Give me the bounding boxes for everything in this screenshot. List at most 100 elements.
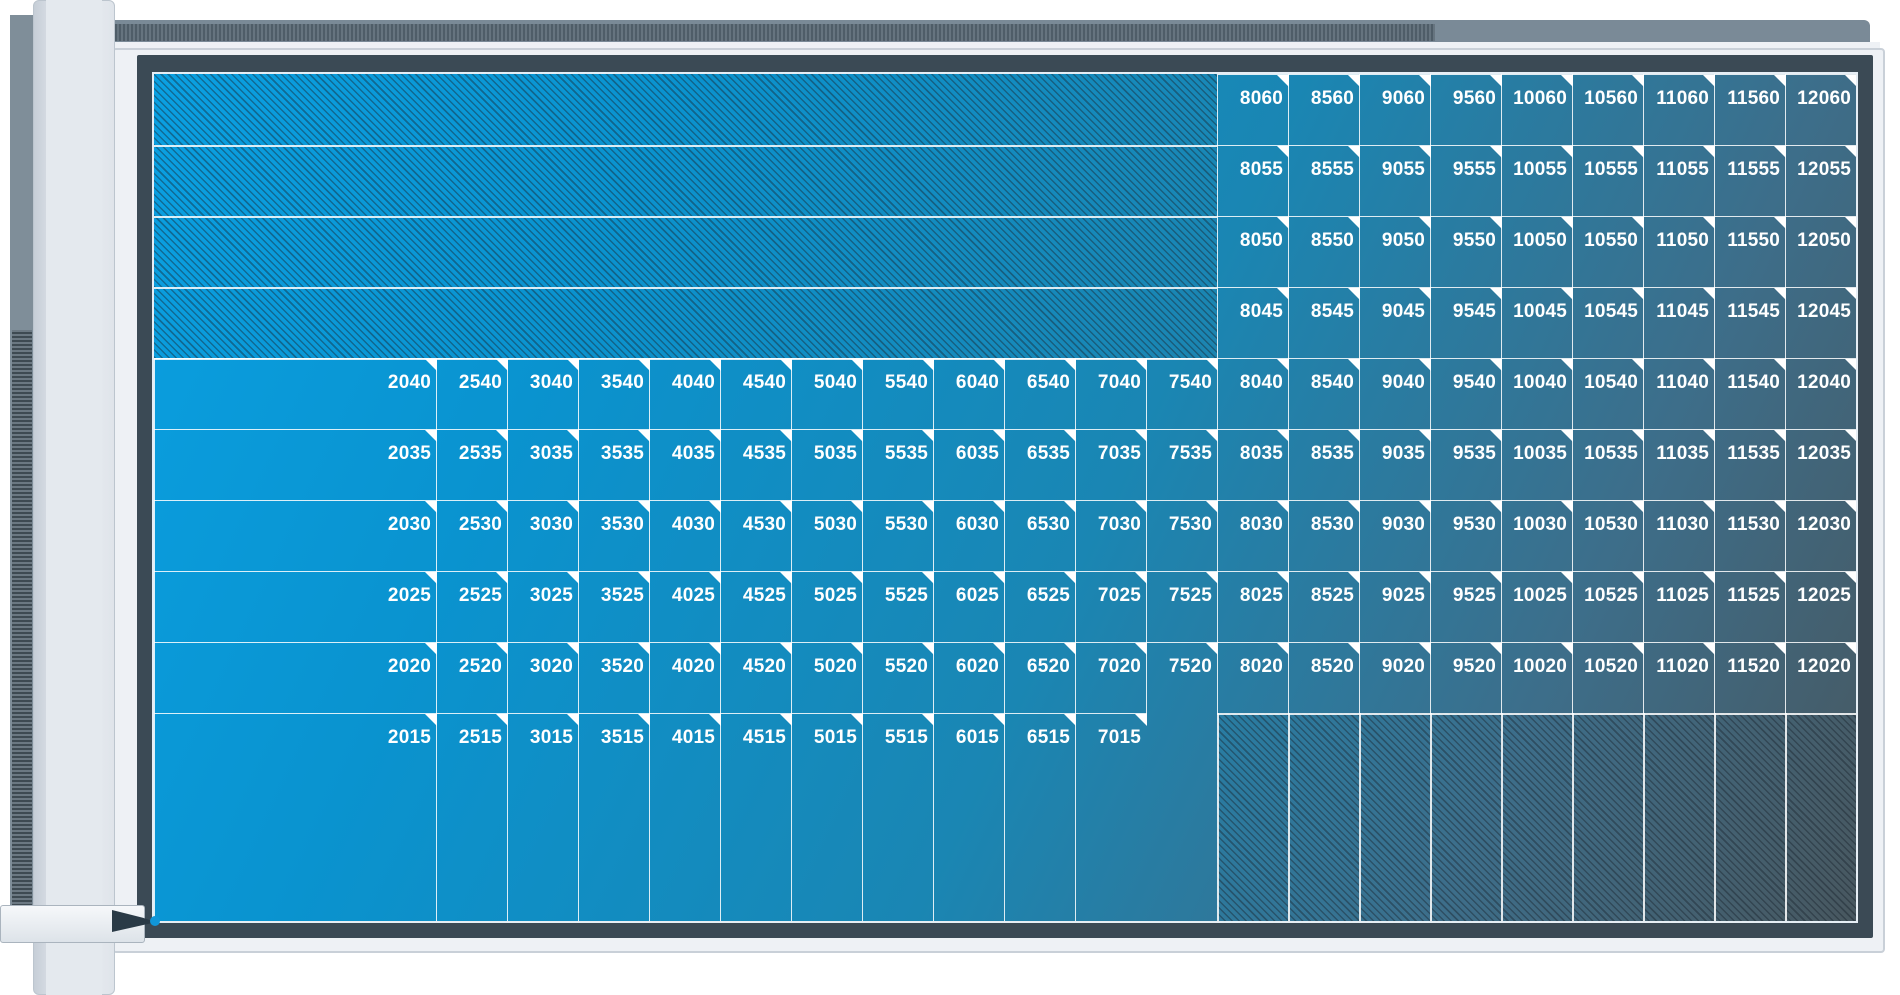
size-cell-10520[interactable]: 10520 [1572,642,1644,714]
size-cell-10035[interactable]: 10035 [1501,429,1573,501]
size-cell-2525[interactable]: 2525 [436,571,508,643]
size-cell-5020[interactable]: 5020 [791,642,863,714]
size-cell-5025[interactable]: 5025 [791,571,863,643]
size-cell-9550[interactable]: 9550 [1430,216,1502,288]
size-cell-7030[interactable]: 7030 [1075,500,1147,572]
size-cell-7540[interactable]: 7540 [1146,358,1218,430]
size-cell-10535[interactable]: 10535 [1572,429,1644,501]
size-cell-6020[interactable]: 6020 [933,642,1005,714]
size-cell-9545[interactable]: 9545 [1430,287,1502,359]
size-cell-7535[interactable]: 7535 [1146,429,1218,501]
size-cell-2015[interactable]: 2015 [154,713,437,921]
size-cell-2540[interactable]: 2540 [436,358,508,430]
size-cell-11035[interactable]: 11035 [1643,429,1715,501]
size-cell-3540[interactable]: 3540 [578,358,650,430]
size-cell-8020[interactable]: 8020 [1217,642,1289,714]
size-cell-4525[interactable]: 4525 [720,571,792,643]
size-cell-6540[interactable]: 6540 [1004,358,1076,430]
size-cell-2020[interactable]: 2020 [154,642,437,714]
size-cell-2025[interactable]: 2025 [154,571,437,643]
size-cell-2530[interactable]: 2530 [436,500,508,572]
size-cell-6525[interactable]: 6525 [1004,571,1076,643]
size-cell-7015[interactable]: 7015 [1075,713,1147,921]
size-cell-10540[interactable]: 10540 [1572,358,1644,430]
size-cell-4025[interactable]: 4025 [649,571,721,643]
size-cell-5530[interactable]: 5530 [862,500,934,572]
size-cell-9050[interactable]: 9050 [1359,216,1431,288]
size-cell-8045[interactable]: 8045 [1217,287,1289,359]
size-cell-3520[interactable]: 3520 [578,642,650,714]
size-cell-12050[interactable]: 12050 [1785,216,1856,288]
size-cell-11530[interactable]: 11530 [1714,500,1786,572]
size-cell-12055[interactable]: 12055 [1785,145,1856,217]
size-cell-10545[interactable]: 10545 [1572,287,1644,359]
size-cell-8555[interactable]: 8555 [1288,145,1360,217]
size-cell-11550[interactable]: 11550 [1714,216,1786,288]
size-cell-5540[interactable]: 5540 [862,358,934,430]
size-cell-9525[interactable]: 9525 [1430,571,1502,643]
size-cell-9020[interactable]: 9020 [1359,642,1431,714]
size-cell-4520[interactable]: 4520 [720,642,792,714]
size-cell-8025[interactable]: 8025 [1217,571,1289,643]
size-cell-10525[interactable]: 10525 [1572,571,1644,643]
size-cell-7020[interactable]: 7020 [1075,642,1147,714]
size-cell-12035[interactable]: 12035 [1785,429,1856,501]
size-cell-8055[interactable]: 8055 [1217,145,1289,217]
size-cell-3025[interactable]: 3025 [507,571,579,643]
size-cell-6515[interactable]: 6515 [1004,713,1076,921]
size-cell-4040[interactable]: 4040 [649,358,721,430]
size-cell-9560[interactable]: 9560 [1430,74,1502,146]
size-cell-3535[interactable]: 3535 [578,429,650,501]
size-cell-9555[interactable]: 9555 [1430,145,1502,217]
size-cell-12030[interactable]: 12030 [1785,500,1856,572]
size-cell-6025[interactable]: 6025 [933,571,1005,643]
size-cell-9540[interactable]: 9540 [1430,358,1502,430]
size-cell-7520[interactable]: 7520 [1146,642,1218,714]
size-cell-11560[interactable]: 11560 [1714,74,1786,146]
size-cell-11030[interactable]: 11030 [1643,500,1715,572]
size-cell-10040[interactable]: 10040 [1501,358,1573,430]
size-cell-2030[interactable]: 2030 [154,500,437,572]
size-cell-11040[interactable]: 11040 [1643,358,1715,430]
size-cell-3020[interactable]: 3020 [507,642,579,714]
size-cell-11545[interactable]: 11545 [1714,287,1786,359]
size-cell-5015[interactable]: 5015 [791,713,863,921]
size-cell-3530[interactable]: 3530 [578,500,650,572]
size-cell-4535[interactable]: 4535 [720,429,792,501]
size-cell-8035[interactable]: 8035 [1217,429,1289,501]
size-cell-3040[interactable]: 3040 [507,358,579,430]
size-cell-7530[interactable]: 7530 [1146,500,1218,572]
size-cell-6040[interactable]: 6040 [933,358,1005,430]
size-cell-11020[interactable]: 11020 [1643,642,1715,714]
size-cell-10045[interactable]: 10045 [1501,287,1573,359]
size-cell-8530[interactable]: 8530 [1288,500,1360,572]
size-cell-7040[interactable]: 7040 [1075,358,1147,430]
size-cell-12060[interactable]: 12060 [1785,74,1856,146]
size-cell-8030[interactable]: 8030 [1217,500,1289,572]
size-cell-5515[interactable]: 5515 [862,713,934,921]
size-cell-8520[interactable]: 8520 [1288,642,1360,714]
size-cell-12020[interactable]: 12020 [1785,642,1856,714]
size-cell-11540[interactable]: 11540 [1714,358,1786,430]
size-cell-11535[interactable]: 11535 [1714,429,1786,501]
size-cell-4020[interactable]: 4020 [649,642,721,714]
size-cell-2520[interactable]: 2520 [436,642,508,714]
size-cell-10050[interactable]: 10050 [1501,216,1573,288]
size-cell-2535[interactable]: 2535 [436,429,508,501]
size-cell-9030[interactable]: 9030 [1359,500,1431,572]
size-cell-7025[interactable]: 7025 [1075,571,1147,643]
size-cell-2515[interactable]: 2515 [436,713,508,921]
size-cell-8040[interactable]: 8040 [1217,358,1289,430]
size-cell-6535[interactable]: 6535 [1004,429,1076,501]
size-cell-10055[interactable]: 10055 [1501,145,1573,217]
size-cell-8535[interactable]: 8535 [1288,429,1360,501]
size-cell-10550[interactable]: 10550 [1572,216,1644,288]
size-cell-8540[interactable]: 8540 [1288,358,1360,430]
size-cell-10555[interactable]: 10555 [1572,145,1644,217]
size-cell-4515[interactable]: 4515 [720,713,792,921]
size-cell-10060[interactable]: 10060 [1501,74,1573,146]
size-cell-2040[interactable]: 2040 [154,358,437,430]
size-cell-11055[interactable]: 11055 [1643,145,1715,217]
size-cell-8525[interactable]: 8525 [1288,571,1360,643]
size-cell-7525[interactable]: 7525 [1146,571,1218,643]
